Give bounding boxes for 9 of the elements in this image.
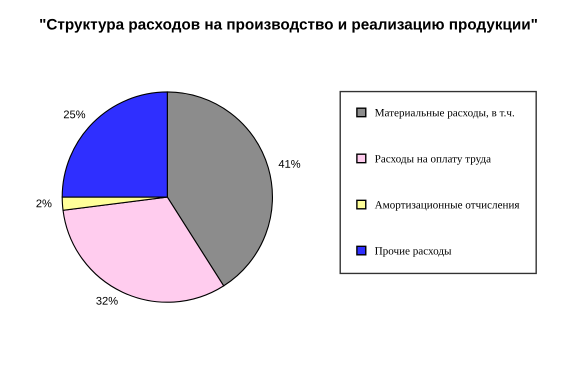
legend-label: Материальные расходы, в т.ч. xyxy=(374,109,514,119)
legend-label: Прочие расходы xyxy=(374,247,452,257)
data-label: 2% xyxy=(36,199,52,208)
data-label: 32% xyxy=(96,296,118,305)
chart-title: "Структура расходов на производство и реализацию продукции" xyxy=(40,18,537,33)
data-label: 41% xyxy=(278,160,300,168)
legend-label: Расходы на оплату труда xyxy=(374,155,491,165)
data-label: 25% xyxy=(64,110,86,118)
legend-label: Амортизационные отчисления xyxy=(374,201,520,211)
